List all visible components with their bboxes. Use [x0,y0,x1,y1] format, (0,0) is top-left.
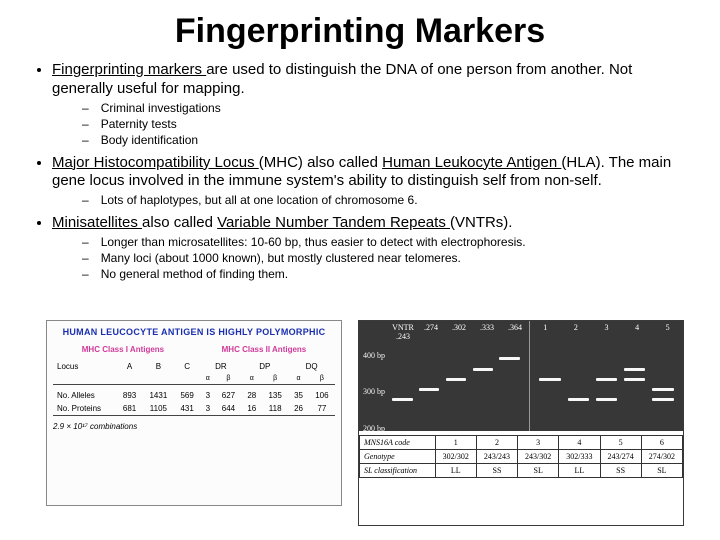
hla-cell: β [262,373,288,385]
b3-lead1: Minisatellites [52,214,142,231]
hla-cell: β [309,373,335,385]
slide-title: Fingerprinting Markers [28,12,692,51]
hla-cell: 893 [117,389,143,402]
vntr-cell: SS [600,464,641,478]
gel-lbl: 5 [652,323,683,332]
b3-rest: (VNTRs). [450,214,513,231]
hla-cell: 3 [200,389,215,402]
bullet-2: Major Histocompatibility Locus (MHC) als… [52,154,692,209]
vntr-cell: 2 [476,436,517,450]
hla-cell: DR [200,360,241,373]
hla-cell: C [174,360,200,373]
hla-cell: 35 [288,389,309,402]
hla-cell: No. Alleles [53,389,117,402]
b1-sub: Body identification [82,133,692,148]
hla-cell: 627 [215,389,241,402]
vntr-cell: 302/302 [435,450,476,464]
hla-header: HUMAN LEUCOCYTE ANTIGEN IS HIGHLY POLYMO… [53,327,335,337]
vntr-cell: 243/243 [476,450,517,464]
b3-mid1: also called [142,214,217,231]
gel-lbl: 1 [530,323,561,332]
vntr-cell: 6 [641,436,682,450]
b1-lead: Fingerprinting markers [52,61,206,78]
bullet-1: Fingerprinting markers are used to disti… [52,61,692,148]
b1-sub: Paternity tests [82,117,692,132]
hla-cell: 135 [262,389,288,402]
hla-cell: No. Proteins [53,402,117,416]
vntr-cell: 302/333 [559,450,600,464]
hla-cell: 1431 [143,389,175,402]
hla-cell: 1105 [143,402,175,416]
vntr-cell: SS [476,464,517,478]
vntr-cell: SL [518,464,559,478]
hla-cell: DQ [288,360,335,373]
vntr-cell: 1 [435,436,476,450]
hla-cell: 681 [117,402,143,416]
hla-cell: A [117,360,143,373]
hla-cell: DP [241,360,288,373]
b1-sub: Criminal investigations [82,101,692,116]
vntr-cell: LL [559,464,600,478]
gel-lbl: 3 [591,323,622,332]
scale: 200 bp [363,424,385,433]
bullets: Fingerprinting markers are used to disti… [28,61,692,282]
scale: 300 bp [363,387,385,396]
hla-cell: 118 [262,402,288,416]
hla-cell: 26 [288,402,309,416]
gel-lbl: 2 [561,323,592,332]
vntr-cell: LL [435,464,476,478]
hla-cell: 3 [200,402,215,416]
vntr-cell: 3 [518,436,559,450]
vntr-cell: SL classification [360,464,436,478]
b3-sub: Longer than microsatellites: 10-60 bp, t… [82,235,692,250]
vntr-cell: 243/274 [600,450,641,464]
scale: 400 bp [363,351,385,360]
vntr-cell: 274/302 [641,450,682,464]
hla-cell: 644 [215,402,241,416]
vntr-cell: 243/302 [518,450,559,464]
hla-cell: 77 [309,402,335,416]
hla-class2: MHC Class II Antigens [222,345,307,354]
b2-lead1: Major Histocompatibility Locus [52,154,259,171]
hla-cell: 431 [174,402,200,416]
vntr-cell: SL [641,464,682,478]
hla-class1: MHC Class I Antigens [82,345,164,354]
hla-cell: 16 [241,402,262,416]
gel-lbl: 4 [622,323,653,332]
b3-sub: No general method of finding them. [82,267,692,282]
b2-mid1: (MHC) also called [259,154,382,171]
vntr-cell: 5 [600,436,641,450]
hla-cell: α [200,373,215,385]
hla-figure: HUMAN LEUCOCYTE ANTIGEN IS HIGHLY POLYMO… [46,320,342,506]
b3-sub: Many loci (about 1000 known), but mostly… [82,251,692,266]
hla-cell: β [215,373,241,385]
hla-cell: Locus [53,360,117,373]
hla-cell: B [143,360,175,373]
hla-table: Locus A B C DR DP DQ α β α β α β No. All… [53,360,335,416]
hla-cell: α [288,373,309,385]
hla-cell: α [241,373,262,385]
b2-lead2: Human Leukocyte Antigen [382,154,561,171]
vntr-table: MNS16A code 1 2 3 4 5 6 Genotype 302/302… [359,435,683,478]
hla-cell: 106 [309,389,335,402]
gel-image: VNTR .243 .274 .302 .333 .364 400 bp 300… [359,321,683,431]
hla-cell: 28 [241,389,262,402]
hla-cell: 569 [174,389,200,402]
vntr-figure: VNTR .243 .274 .302 .333 .364 400 bp 300… [358,320,684,526]
bullet-3: Minisatellites also called Variable Numb… [52,214,692,282]
vntr-cell: 4 [559,436,600,450]
hla-footer: 2.9 × 10¹⁷ combinations [53,422,335,431]
b2-sub: Lots of haplotypes, but all at one locat… [82,193,692,208]
b3-lead2: Variable Number Tandem Repeats [217,214,450,231]
